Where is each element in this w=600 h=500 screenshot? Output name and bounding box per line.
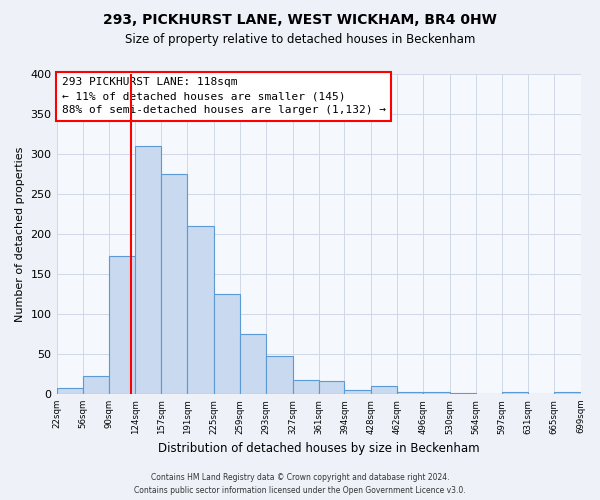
Bar — [319, 381, 344, 394]
Bar — [554, 392, 581, 394]
Bar — [161, 174, 187, 394]
Bar — [502, 392, 528, 394]
Text: 293 PICKHURST LANE: 118sqm
← 11% of detached houses are smaller (145)
88% of sem: 293 PICKHURST LANE: 118sqm ← 11% of deta… — [62, 77, 386, 115]
Text: Contains HM Land Registry data © Crown copyright and database right 2024.
Contai: Contains HM Land Registry data © Crown c… — [134, 474, 466, 495]
Bar — [214, 294, 240, 394]
Y-axis label: Number of detached properties: Number of detached properties — [15, 146, 25, 322]
Bar — [450, 393, 476, 394]
Bar — [56, 388, 83, 394]
X-axis label: Distribution of detached houses by size in Beckenham: Distribution of detached houses by size … — [158, 442, 479, 455]
Text: Size of property relative to detached houses in Beckenham: Size of property relative to detached ho… — [125, 32, 475, 46]
Bar — [424, 392, 450, 394]
Bar — [371, 386, 397, 394]
Bar — [397, 392, 424, 394]
Bar — [266, 356, 293, 394]
Bar — [187, 226, 214, 394]
Text: 293, PICKHURST LANE, WEST WICKHAM, BR4 0HW: 293, PICKHURST LANE, WEST WICKHAM, BR4 0… — [103, 12, 497, 26]
Bar — [293, 380, 319, 394]
Bar — [83, 376, 109, 394]
Bar — [136, 146, 161, 394]
Bar — [240, 334, 266, 394]
Bar — [344, 390, 371, 394]
Bar — [109, 256, 136, 394]
